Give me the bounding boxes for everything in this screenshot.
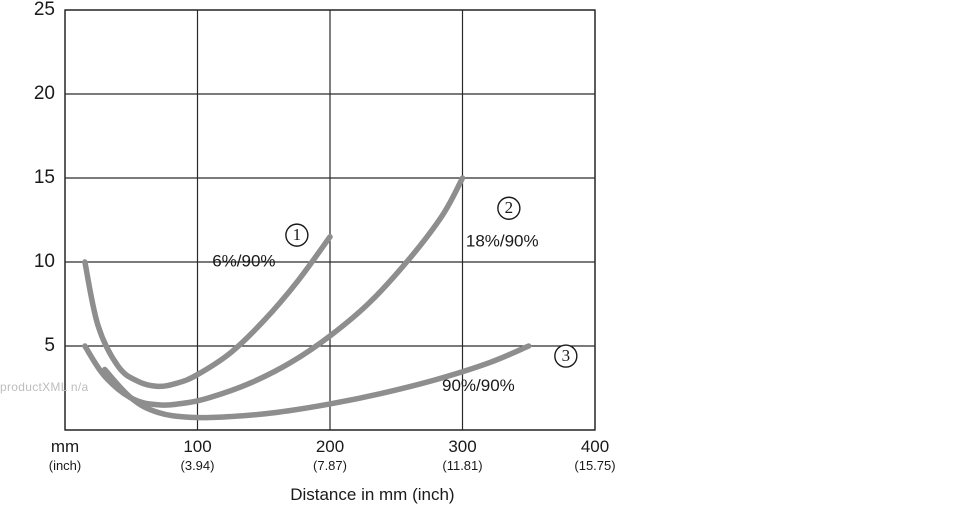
x-tick-label-secondary: (11.81) xyxy=(442,458,482,473)
x-tick-label-secondary: (15.75) xyxy=(574,458,615,473)
y-tick-label: 5 xyxy=(44,335,55,356)
chart-bg xyxy=(0,0,970,520)
circled-number-label: 3 xyxy=(562,346,571,365)
x-tick-label-secondary: (inch) xyxy=(49,458,82,473)
series-annotation: 6%/90% xyxy=(212,251,275,270)
x-tick-label-primary: 400 xyxy=(581,437,609,456)
circled-number-label: 1 xyxy=(293,225,302,244)
x-tick-label-primary: 100 xyxy=(183,437,211,456)
y-tick-label: 20 xyxy=(34,83,55,104)
series-annotation: 90%/90% xyxy=(442,376,515,395)
x-tick-label-primary: 200 xyxy=(316,437,344,456)
x-tick-label-primary: mm xyxy=(51,437,79,456)
x-tick-label-secondary: (3.94) xyxy=(181,458,215,473)
watermark-text: productXML n/a xyxy=(0,380,88,394)
series-annotation: 18%/90% xyxy=(466,231,539,250)
chart-svg: 5 10 15 20 25 mm (inch) 100 (3.94) 200 (7.87) 300 (1… xyxy=(0,0,970,520)
series-marker: 3 xyxy=(555,345,577,367)
y-tick-label: 10 xyxy=(34,251,55,272)
x-tick-label-secondary: (7.87) xyxy=(313,458,347,473)
x-axis-title: Distance in mm (inch) xyxy=(290,485,454,504)
y-tick-label: 15 xyxy=(34,167,55,188)
x-tick-label-primary: 300 xyxy=(448,437,476,456)
chart-root: 5 10 15 20 25 mm (inch) 100 (3.94) 200 (7.87) 300 (1… xyxy=(0,0,970,525)
series-marker: 1 xyxy=(286,224,308,246)
circled-number-label: 2 xyxy=(505,198,514,217)
y-tick-label: 25 xyxy=(34,0,55,20)
series-marker: 2 xyxy=(498,197,520,219)
